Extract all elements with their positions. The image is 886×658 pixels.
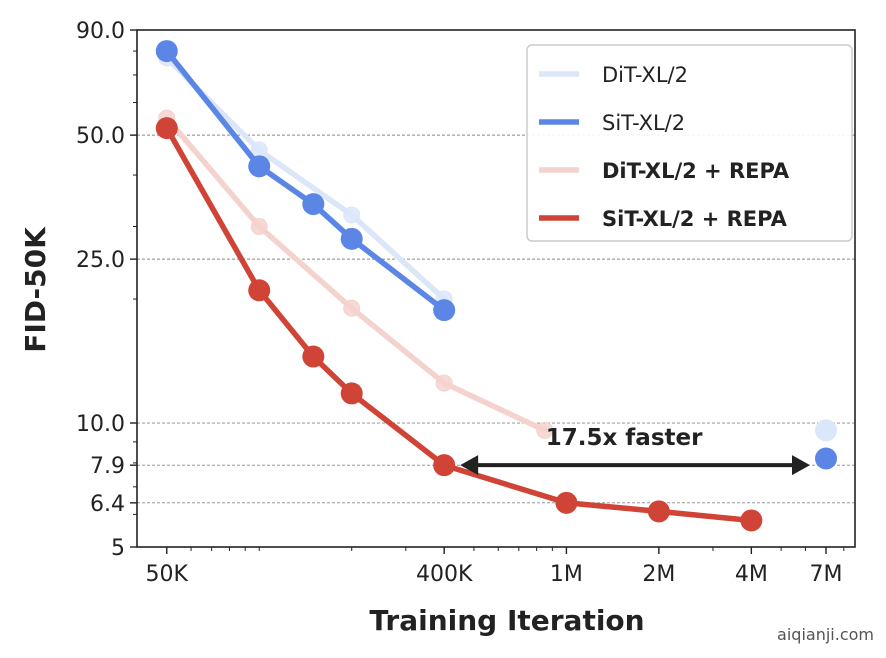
data-point (555, 491, 578, 514)
x-tick-label: 400K (416, 562, 473, 587)
tick-layer: 90.0 50.0 25.0 10.0 7.9 6.4 5 50K 400K 1M 2M 4M 7M (76, 19, 845, 587)
y-tick-label: 90.0 (76, 19, 125, 44)
x-tick-label: 1M (550, 562, 583, 587)
legend-label: DiT-XL/2 (602, 63, 688, 87)
data-point (302, 345, 325, 368)
y-tick-label: 25.0 (76, 248, 125, 273)
y-axis-title: FID-50K (19, 226, 52, 353)
legend-label: SiT-XL/2 (602, 111, 685, 135)
x-tick-label: 4M (735, 562, 768, 587)
series-line (164, 125, 755, 524)
data-point-7m (814, 447, 837, 470)
series-1 (155, 40, 837, 470)
data-point (536, 421, 554, 439)
data-point-7m (814, 419, 837, 442)
data-point (647, 500, 670, 523)
legend-label: SiT-XL/2 + REPA (602, 207, 788, 231)
data-point (155, 117, 178, 140)
data-point (340, 382, 363, 405)
x-tick-label: 7M (810, 562, 843, 587)
data-point (433, 299, 456, 322)
data-point (343, 299, 361, 317)
data-point (155, 40, 178, 63)
speedup-arrow-head-left (460, 455, 479, 476)
x-tick-label: 2M (642, 562, 675, 587)
series-layer (155, 40, 837, 532)
data-point (433, 454, 456, 477)
series-line (164, 55, 447, 302)
legend: DiT-XL/2 SiT-XL/2 DiT-XL/2 + REPA SiT-XL/2 … (526, 44, 853, 242)
data-point (248, 155, 271, 178)
data-point (343, 206, 361, 224)
x-tick-label: 50K (146, 562, 189, 587)
annotation-layer: 17.5x faster (460, 425, 810, 476)
data-point (435, 374, 453, 392)
legend-box (526, 44, 853, 242)
y-tick-label: 50.0 (76, 124, 125, 149)
data-point (248, 279, 271, 302)
data-point (340, 227, 363, 250)
y-tick-label: 5 (111, 536, 125, 561)
data-point (302, 193, 325, 216)
series-2 (158, 109, 554, 439)
plot-frame (136, 29, 856, 548)
series-3 (155, 117, 763, 532)
data-point (250, 218, 268, 236)
watermark: aiqianji.com (777, 625, 874, 644)
legend-label: DiT-XL/2 + REPA (602, 159, 790, 183)
speedup-arrow-head-right (791, 455, 810, 476)
y-tick-label: 10.0 (76, 412, 125, 437)
y-tick-label: 6.4 (90, 492, 125, 517)
x-axis-title: Training Iteration (369, 604, 644, 637)
y-tick-label: 7.9 (90, 454, 125, 479)
data-point (740, 509, 763, 532)
speedup-annotation: 17.5x faster (546, 425, 703, 451)
